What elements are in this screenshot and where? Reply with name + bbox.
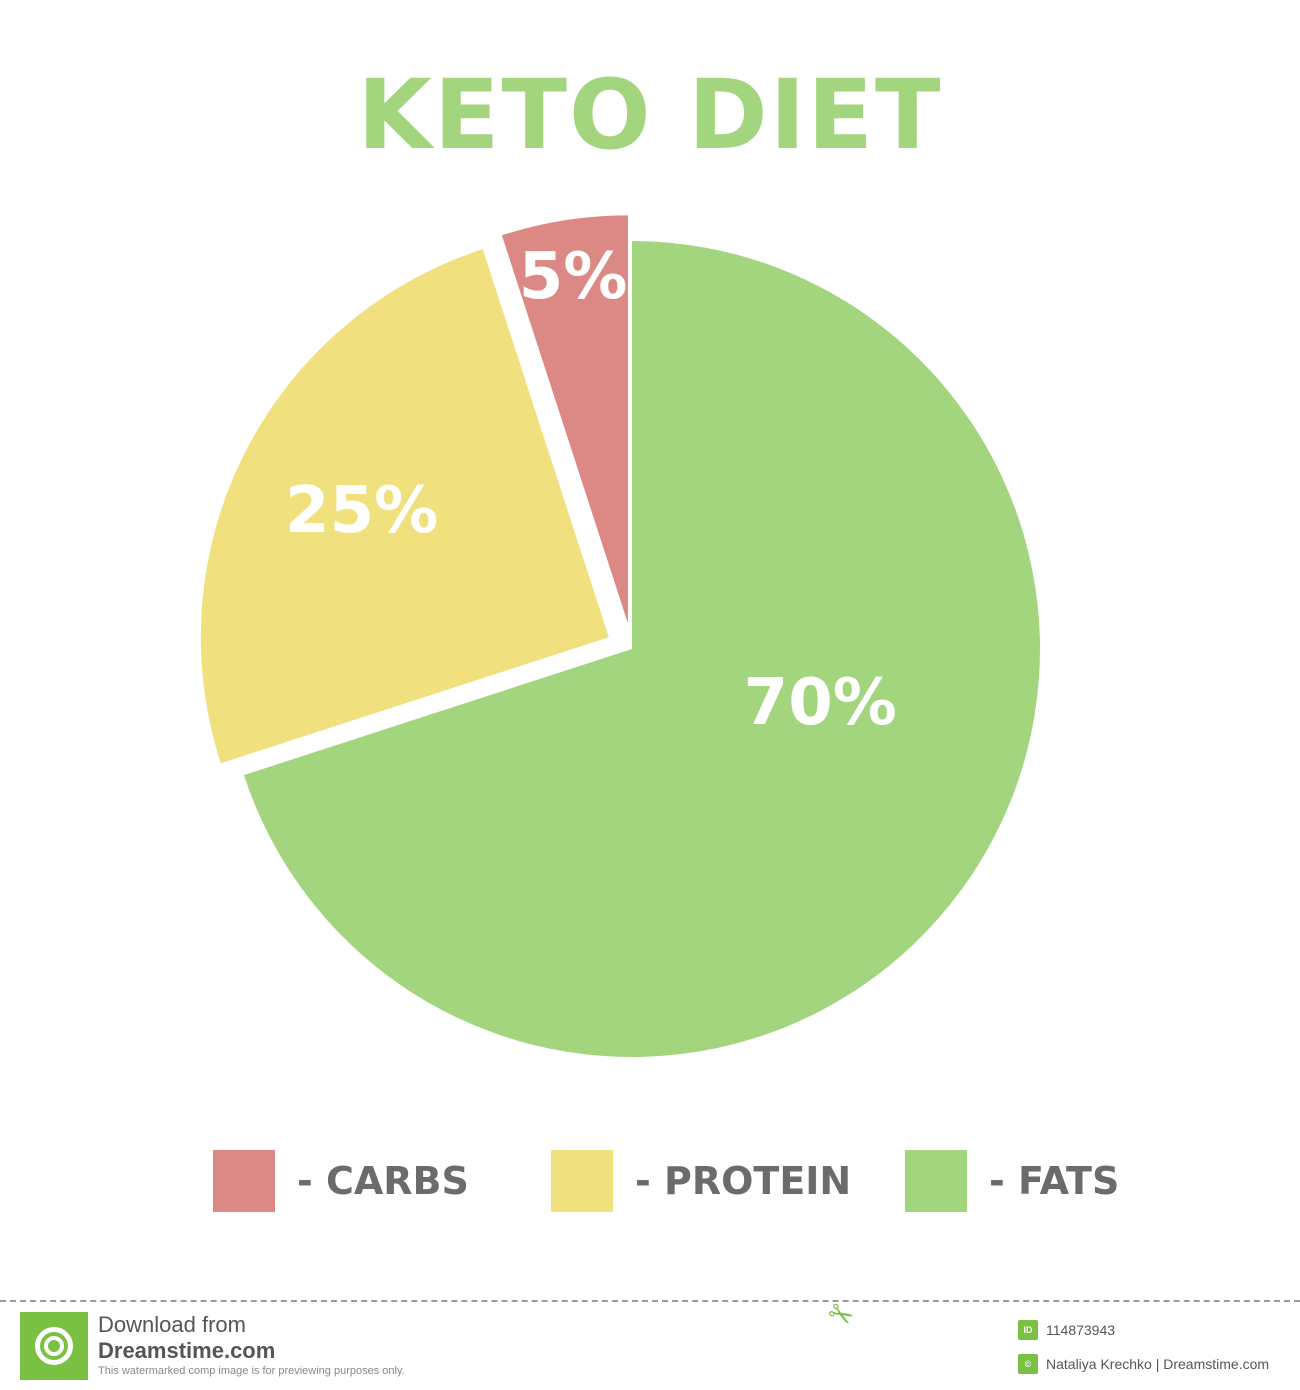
slice-label-carbs: 5% [519, 240, 628, 314]
legend-item-carbs: - CARBS [213, 1150, 469, 1212]
pie-chart: 5% 25% 70% [200, 215, 1041, 1057]
legend-label-carbs: - CARBS [297, 1159, 469, 1203]
scissors-icon: ✂ [821, 1294, 860, 1337]
dreamstime-logo-icon [20, 1312, 88, 1380]
pie-slice-carbs [501, 215, 628, 624]
image-id: 114873943 [1046, 1322, 1116, 1338]
footer-disclaimer: This watermarked comp image is for previ… [98, 1365, 405, 1377]
legend-swatch-protein [551, 1150, 613, 1212]
watermark-footer: Download from Dreamstime.com This waterm… [0, 1295, 1300, 1390]
legend-swatch-carbs [213, 1150, 275, 1212]
image-id-row: ID 114873943 [1018, 1320, 1115, 1340]
legend-swatch-fats [905, 1150, 967, 1212]
pie-slice-protein [200, 249, 609, 764]
footer-site-name: Dreamstime.com [98, 1338, 276, 1363]
author-row: © Nataliya Krechko | Dreamstime.com [1018, 1354, 1269, 1374]
slice-label-fats: 70% [744, 666, 897, 740]
chart-title: KETO DIET [357, 59, 943, 171]
legend-item-fats: - FATS [905, 1150, 1119, 1212]
id-badge-icon: ID [1018, 1320, 1038, 1340]
slice-label-protein: 25% [285, 474, 438, 548]
legend-label-fats: - FATS [989, 1159, 1120, 1203]
author-credit: Nataliya Krechko | Dreamstime.com [1046, 1356, 1270, 1372]
footer-download-text: Download from [98, 1312, 246, 1337]
copyright-icon: © [1018, 1354, 1038, 1374]
legend-label-protein: - PROTEIN [635, 1159, 852, 1203]
legend-item-protein: - PROTEIN [551, 1150, 851, 1212]
pie-slice-fats [243, 241, 1041, 1057]
